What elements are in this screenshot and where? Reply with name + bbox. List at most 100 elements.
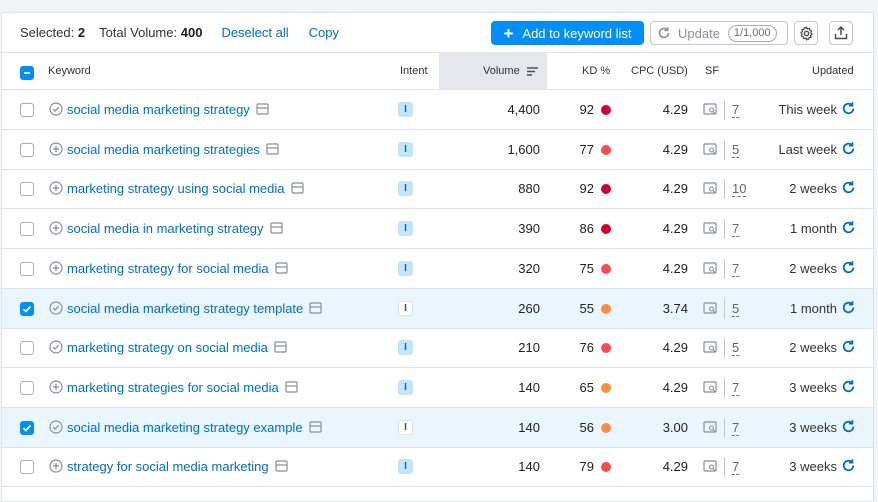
- refresh-icon[interactable]: [841, 141, 856, 159]
- keyword-link[interactable]: social media in marketing strategy: [67, 221, 264, 237]
- serp-features-icon[interactable]: [703, 262, 718, 278]
- sf-count[interactable]: 5: [732, 328, 740, 367]
- column-header-keyword[interactable]: Keyword: [48, 65, 91, 77]
- keyword-link[interactable]: marketing strategies for social media: [67, 379, 279, 395]
- row-checkbox[interactable]: [20, 103, 34, 117]
- export-button[interactable]: [829, 21, 853, 45]
- row-checkbox[interactable]: [20, 420, 34, 435]
- intent-badge[interactable]: I: [398, 300, 413, 316]
- column-header-updated[interactable]: Updated: [812, 65, 854, 77]
- sf-count[interactable]: 7: [732, 90, 740, 129]
- refresh-icon[interactable]: [841, 458, 856, 476]
- intent-badge[interactable]: I: [398, 221, 413, 237]
- row-checkbox[interactable]: [20, 380, 34, 395]
- column-header-kd[interactable]: KD %: [582, 65, 611, 77]
- add-keyword-icon[interactable]: [49, 261, 63, 278]
- keyword-link[interactable]: marketing strategy for social media: [67, 260, 269, 276]
- refresh-icon[interactable]: [841, 300, 856, 318]
- sf-count[interactable]: 7: [732, 209, 740, 248]
- row-checkbox[interactable]: [20, 261, 34, 276]
- sf-count[interactable]: 7: [732, 368, 740, 407]
- serp-features-icon[interactable]: [703, 182, 718, 198]
- kd-value: 56: [579, 419, 594, 435]
- sf-count[interactable]: 10: [732, 169, 747, 208]
- serp-features-icon[interactable]: [703, 143, 718, 159]
- keyword-link[interactable]: social media marketing strategy example: [67, 419, 303, 435]
- keyword-link[interactable]: social media marketing strategy template: [67, 300, 304, 316]
- sf-count[interactable]: 5: [732, 130, 740, 169]
- intent-badge[interactable]: I: [398, 340, 413, 356]
- serp-snapshot-icon[interactable]: [256, 103, 269, 118]
- serp-features-icon[interactable]: [703, 103, 718, 119]
- copy-button[interactable]: Copy: [308, 25, 339, 40]
- kd-difficulty-dot: [601, 184, 611, 195]
- keyword-link[interactable]: marketing strategy on social media: [67, 340, 268, 356]
- update-button[interactable]: Update 1/1,000: [650, 21, 788, 45]
- add-keyword-icon[interactable]: [49, 181, 63, 198]
- sf-divider: [724, 179, 725, 200]
- serp-snapshot-icon[interactable]: [274, 341, 287, 356]
- serp-snapshot-icon[interactable]: [275, 460, 288, 475]
- keyword-link[interactable]: social media marketing strategy: [67, 102, 250, 117]
- refresh-icon[interactable]: [841, 379, 856, 397]
- serp-snapshot-icon[interactable]: [285, 381, 298, 396]
- row-checkbox[interactable]: [20, 182, 34, 197]
- serp-snapshot-icon[interactable]: [291, 182, 304, 197]
- row-checkbox[interactable]: [20, 460, 34, 475]
- column-header-cpc[interactable]: CPC (USD): [631, 65, 688, 77]
- kd-difficulty-dot: [601, 263, 611, 274]
- sf-count[interactable]: 7: [732, 249, 740, 288]
- refresh-icon[interactable]: [841, 220, 856, 238]
- intent-badge[interactable]: I: [398, 419, 413, 435]
- add-keyword-icon[interactable]: [49, 142, 63, 159]
- settings-button[interactable]: [794, 21, 818, 45]
- sf-count[interactable]: 7: [732, 447, 740, 486]
- refresh-icon[interactable]: [841, 180, 856, 198]
- refresh-icon[interactable]: [841, 339, 856, 357]
- intent-badge[interactable]: I: [398, 260, 413, 276]
- serp-features-icon[interactable]: [703, 222, 718, 238]
- intent-badge[interactable]: I: [398, 141, 413, 157]
- serp-snapshot-icon[interactable]: [266, 143, 279, 158]
- select-all-checkbox[interactable]: [20, 66, 34, 80]
- added-check-icon[interactable]: [49, 419, 63, 437]
- column-header-sf[interactable]: SF: [705, 65, 720, 77]
- row-checkbox[interactable]: [20, 142, 34, 157]
- refresh-icon[interactable]: [841, 419, 856, 437]
- serp-snapshot-icon[interactable]: [270, 222, 283, 237]
- keyword-link[interactable]: marketing strategy using social media: [67, 181, 285, 197]
- sf-count[interactable]: 5: [732, 289, 740, 328]
- serp-features-icon[interactable]: [703, 341, 718, 357]
- intent-badge[interactable]: I: [398, 459, 413, 475]
- column-header-intent[interactable]: Intent: [400, 65, 428, 77]
- serp-features-icon[interactable]: [703, 301, 718, 318]
- row-checkbox[interactable]: [20, 341, 34, 356]
- intent-badge[interactable]: I: [398, 102, 413, 117]
- added-check-icon[interactable]: [49, 102, 63, 119]
- sf-count-text: 5: [732, 300, 740, 317]
- add-keyword-icon[interactable]: [49, 380, 63, 397]
- keyword-link[interactable]: strategy for social media marketing: [67, 459, 269, 475]
- serp-features-icon[interactable]: [703, 460, 718, 476]
- added-check-icon[interactable]: [49, 340, 63, 357]
- add-keyword-icon[interactable]: [49, 459, 63, 476]
- row-checkbox[interactable]: [20, 222, 34, 237]
- refresh-icon[interactable]: [841, 260, 856, 278]
- checkmark-icon: [22, 424, 32, 432]
- refresh-icon[interactable]: [841, 101, 856, 119]
- row-checkbox[interactable]: [20, 301, 34, 316]
- serp-snapshot-icon[interactable]: [309, 301, 322, 317]
- sf-count[interactable]: 7: [732, 408, 740, 447]
- intent-badge[interactable]: I: [398, 181, 413, 197]
- deselect-all-button[interactable]: Deselect all: [221, 25, 289, 40]
- added-check-icon[interactable]: [49, 300, 63, 318]
- add-to-keyword-list-button[interactable]: + Add to keyword list: [491, 21, 644, 45]
- serp-snapshot-icon[interactable]: [309, 420, 322, 436]
- add-keyword-icon[interactable]: [49, 221, 63, 238]
- serp-features-icon[interactable]: [703, 381, 718, 397]
- keyword-link[interactable]: social media marketing strategies: [67, 141, 260, 157]
- intent-badge[interactable]: I: [398, 379, 413, 395]
- serp-features-icon[interactable]: [703, 420, 718, 437]
- serp-snapshot-icon[interactable]: [275, 262, 288, 277]
- column-header-volume[interactable]: Volume: [439, 53, 547, 90]
